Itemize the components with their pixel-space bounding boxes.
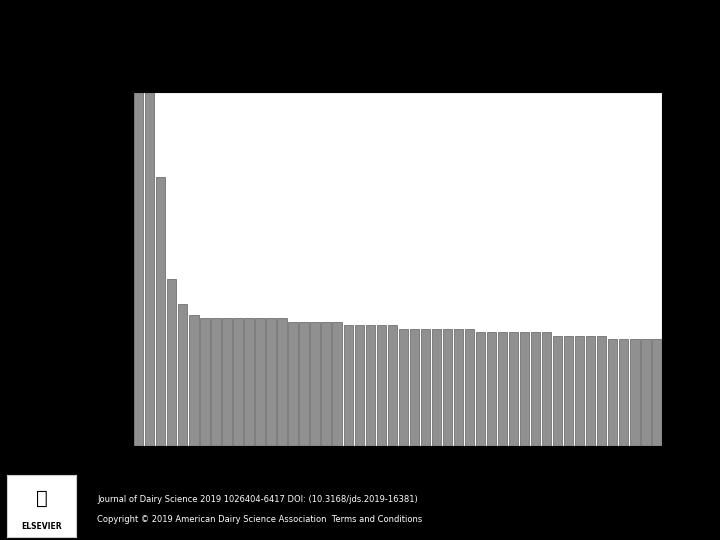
- Bar: [531, 332, 540, 446]
- Bar: [156, 177, 166, 446]
- Bar: [509, 332, 518, 446]
- Bar: [134, 92, 143, 445]
- Bar: [321, 322, 330, 446]
- Bar: [189, 315, 199, 446]
- Bar: [443, 329, 452, 446]
- Bar: [465, 329, 474, 446]
- Bar: [167, 279, 176, 446]
- Bar: [289, 322, 298, 446]
- Bar: [343, 325, 353, 446]
- Bar: [542, 332, 552, 446]
- Bar: [233, 318, 243, 446]
- Bar: [354, 325, 364, 446]
- Text: ELSEVIER: ELSEVIER: [21, 522, 62, 531]
- Bar: [410, 329, 419, 446]
- Bar: [211, 318, 220, 446]
- Bar: [387, 325, 397, 446]
- Bar: [420, 329, 430, 446]
- Text: Copyright © 2019 American Dairy Science Association  Terms and Conditions: Copyright © 2019 American Dairy Science …: [97, 515, 423, 524]
- Bar: [553, 336, 562, 446]
- Bar: [564, 336, 573, 446]
- Bar: [575, 336, 585, 446]
- Bar: [300, 322, 309, 446]
- Bar: [244, 318, 253, 446]
- Bar: [432, 329, 441, 446]
- Bar: [454, 329, 463, 446]
- Bar: [487, 332, 496, 446]
- Bar: [256, 318, 265, 446]
- Bar: [222, 318, 232, 446]
- Text: Figure 3: Figure 3: [332, 28, 388, 42]
- Bar: [266, 318, 276, 446]
- Bar: [377, 325, 386, 446]
- Text: Journal of Dairy Science 2019 1026404-6417 DOI: (10.3168/jds.2019-16381): Journal of Dairy Science 2019 1026404-64…: [97, 495, 418, 504]
- Bar: [399, 329, 408, 446]
- Bar: [652, 339, 662, 446]
- Bar: [333, 322, 342, 446]
- Bar: [277, 318, 287, 446]
- Bar: [498, 332, 507, 446]
- Bar: [366, 325, 375, 446]
- Bar: [178, 304, 187, 446]
- Bar: [145, 92, 154, 445]
- Bar: [619, 339, 629, 446]
- Bar: [597, 336, 606, 446]
- Bar: [608, 339, 618, 446]
- Y-axis label: Calves still present in the birth herd (%): Calves still present in the birth herd (…: [85, 144, 98, 394]
- X-axis label: Age (mo): Age (mo): [369, 470, 427, 483]
- Bar: [476, 332, 485, 446]
- Bar: [642, 339, 651, 446]
- Bar: [200, 318, 210, 446]
- Text: 🌳: 🌳: [35, 489, 48, 508]
- Bar: [520, 332, 529, 446]
- Bar: [630, 339, 639, 446]
- Bar: [586, 336, 595, 446]
- Bar: [310, 322, 320, 446]
